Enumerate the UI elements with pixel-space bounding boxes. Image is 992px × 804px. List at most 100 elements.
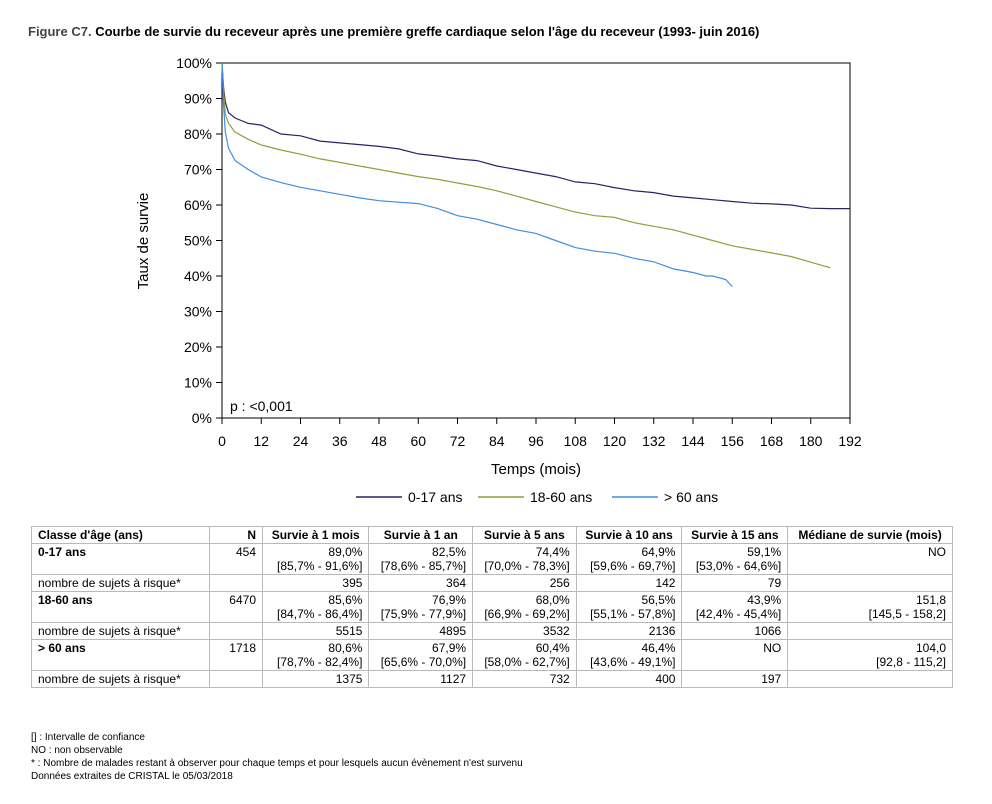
- confidence-interval: [42,4% - 45,4%]: [695, 607, 782, 621]
- value-cell: 89,0% [85,7% - 91,6%]: [261, 543, 370, 575]
- x-tick-label: 72: [450, 433, 466, 449]
- header-survival-1-year: Survie à 1 an: [368, 526, 474, 544]
- survival-value: 59,1%: [747, 545, 782, 559]
- y-tick-label: 60%: [184, 197, 212, 213]
- table-row-risk: nombre de sujets à risque* 5515 4895 3532 21…: [31, 622, 953, 640]
- value-cell: NO: [681, 639, 789, 671]
- risk-cell: [787, 574, 953, 592]
- legend-label: > 60 ans: [664, 489, 718, 505]
- header-n: N: [209, 526, 263, 544]
- group-label: > 60 ans: [31, 639, 210, 671]
- x-tick-label: 48: [371, 433, 387, 449]
- header-median-survival: Médiane de survie (mois): [787, 526, 953, 544]
- legend: 0-17 ans 18-60 ans > 60 ans: [356, 489, 718, 505]
- confidence-interval: [43,6% - 49,1%]: [590, 655, 676, 669]
- footnotes: [] : Intervalle de confiance NO : non ob…: [31, 731, 523, 783]
- x-tick-label: 120: [603, 433, 627, 449]
- series-line-0: [221, 62, 850, 210]
- value-cell: 60,4% [58,0% - 62,7%]: [472, 639, 577, 671]
- survival-value: NO: [928, 545, 946, 559]
- x-tick-label: 168: [760, 433, 784, 449]
- value-cell: NO: [787, 543, 953, 575]
- risk-cell: 1127: [368, 670, 474, 688]
- x-tick-label: 144: [681, 433, 705, 449]
- confidence-interval: [78,6% - 85,7%]: [380, 559, 467, 573]
- survival-value: 68,0%: [535, 593, 570, 607]
- survival-value: 46,4%: [641, 641, 676, 655]
- risk-cell: 4895: [368, 622, 474, 640]
- confidence-interval: [92,8 - 115,2]: [876, 655, 946, 669]
- y-axis: 0% 10% 20% 30% 40% 50% 60% 70% 80% 90% 100%: [176, 55, 222, 426]
- series-line-2: [221, 62, 733, 288]
- survival-value: 82,5%: [432, 545, 467, 559]
- risk-cell: 3532: [472, 622, 577, 640]
- table-row: 0-17 ans 454 89,0% [85,7% - 91,6%] 82,5% [78,…: [31, 543, 953, 575]
- x-tick-label: 192: [838, 433, 862, 449]
- table-row-risk: nombre de sujets à risque* 1375 1127 732 400…: [31, 670, 953, 688]
- group-n: 1718: [209, 639, 263, 671]
- y-axis-label: Taux de survie: [135, 193, 152, 290]
- header-survival-5-years: Survie à 5 ans: [472, 526, 577, 544]
- risk-label: nombre de sujets à risque*: [31, 670, 210, 688]
- risk-cell: 5515: [261, 622, 370, 640]
- table-header-row: Classe d'âge (ans) N Survie à 1 mois Sur…: [31, 526, 953, 544]
- x-tick-label: 180: [799, 433, 823, 449]
- y-tick-label: 20%: [184, 339, 212, 355]
- value-cell: 67,9% [65,6% - 70,0%]: [368, 639, 474, 671]
- x-tick-label: 12: [253, 433, 269, 449]
- x-axis-label: Temps (mois): [491, 461, 581, 478]
- series-layer: [221, 62, 850, 288]
- value-cell: 74,4% [70,0% - 78,3%]: [472, 543, 577, 575]
- value-cell: 151,8 [145,5 - 158,2]: [787, 591, 953, 623]
- survival-chart: 0% 10% 20% 30% 40% 50% 60% 70% 80% 90% 100% 0 12 24 3…: [135, 55, 862, 505]
- survival-value: 56,5%: [641, 593, 676, 607]
- figure-label: Figure C7.: [28, 24, 92, 39]
- x-tick-label: 84: [489, 433, 505, 449]
- survival-value: 76,9%: [432, 593, 467, 607]
- risk-label: nombre de sujets à risque*: [31, 574, 210, 592]
- group-label: 0-17 ans: [31, 543, 210, 575]
- empty-cell: [209, 622, 263, 640]
- empty-cell: [209, 670, 263, 688]
- survival-table: Classe d'âge (ans) N Survie à 1 mois Sur…: [31, 526, 953, 688]
- value-cell: 104,0 [92,8 - 115,2]: [787, 639, 953, 671]
- series-line-1: [221, 62, 831, 269]
- risk-cell: 732: [472, 670, 577, 688]
- y-tick-label: 50%: [184, 233, 212, 249]
- table-row: > 60 ans 1718 80,6% [78,7% - 82,4%] 67,9% [65…: [31, 639, 953, 671]
- confidence-interval: [794, 559, 946, 573]
- legend-label: 18-60 ans: [530, 489, 592, 505]
- confidence-interval: [53,0% - 64,6%]: [695, 559, 782, 573]
- survival-value: 60,4%: [535, 641, 570, 655]
- x-tick-label: 24: [293, 433, 309, 449]
- footnote-risk: * : Nombre de malades restant à observer…: [31, 758, 523, 769]
- y-tick-label: 30%: [184, 304, 212, 320]
- empty-cell: [209, 574, 263, 592]
- x-tick-label: 0: [218, 433, 226, 449]
- y-tick-label: 10%: [184, 375, 212, 391]
- y-tick-label: 70%: [184, 162, 212, 178]
- group-label: 18-60 ans: [31, 591, 210, 623]
- value-cell: 43,9% [42,4% - 45,4%]: [681, 591, 789, 623]
- table-body: 0-17 ans 454 89,0% [85,7% - 91,6%] 82,5% [78,…: [31, 543, 953, 688]
- confidence-interval: [59,6% - 69,7%]: [590, 559, 676, 573]
- y-tick-label: 80%: [184, 126, 212, 142]
- survival-value: 67,9%: [432, 641, 467, 655]
- confidence-interval: [75,9% - 77,9%]: [380, 607, 467, 621]
- value-cell: 85,6% [84,7% - 86,4%]: [261, 591, 370, 623]
- survival-value: 43,9%: [747, 593, 782, 607]
- x-axis: 0 12 24 36 48 60 72 84 96 108 120 132 144 156 168 180 19…: [218, 418, 862, 449]
- header-survival-10-years: Survie à 10 ans: [575, 526, 683, 544]
- survival-value: NO: [763, 641, 782, 655]
- confidence-interval: [84,7% - 86,4%]: [277, 607, 363, 621]
- figure-title-text: Courbe de survie du receveur après une p…: [95, 24, 760, 39]
- x-tick-label: 60: [410, 433, 426, 449]
- risk-cell: 1375: [261, 670, 370, 688]
- confidence-interval: [66,9% - 69,2%]: [484, 607, 570, 621]
- x-tick-label: 108: [564, 433, 588, 449]
- value-cell: 68,0% [66,9% - 69,2%]: [472, 591, 577, 623]
- plot-frame: [221, 62, 851, 419]
- y-tick-label: 100%: [176, 55, 212, 71]
- confidence-interval: [145,5 - 158,2]: [868, 607, 946, 621]
- survival-value: 74,4%: [535, 545, 570, 559]
